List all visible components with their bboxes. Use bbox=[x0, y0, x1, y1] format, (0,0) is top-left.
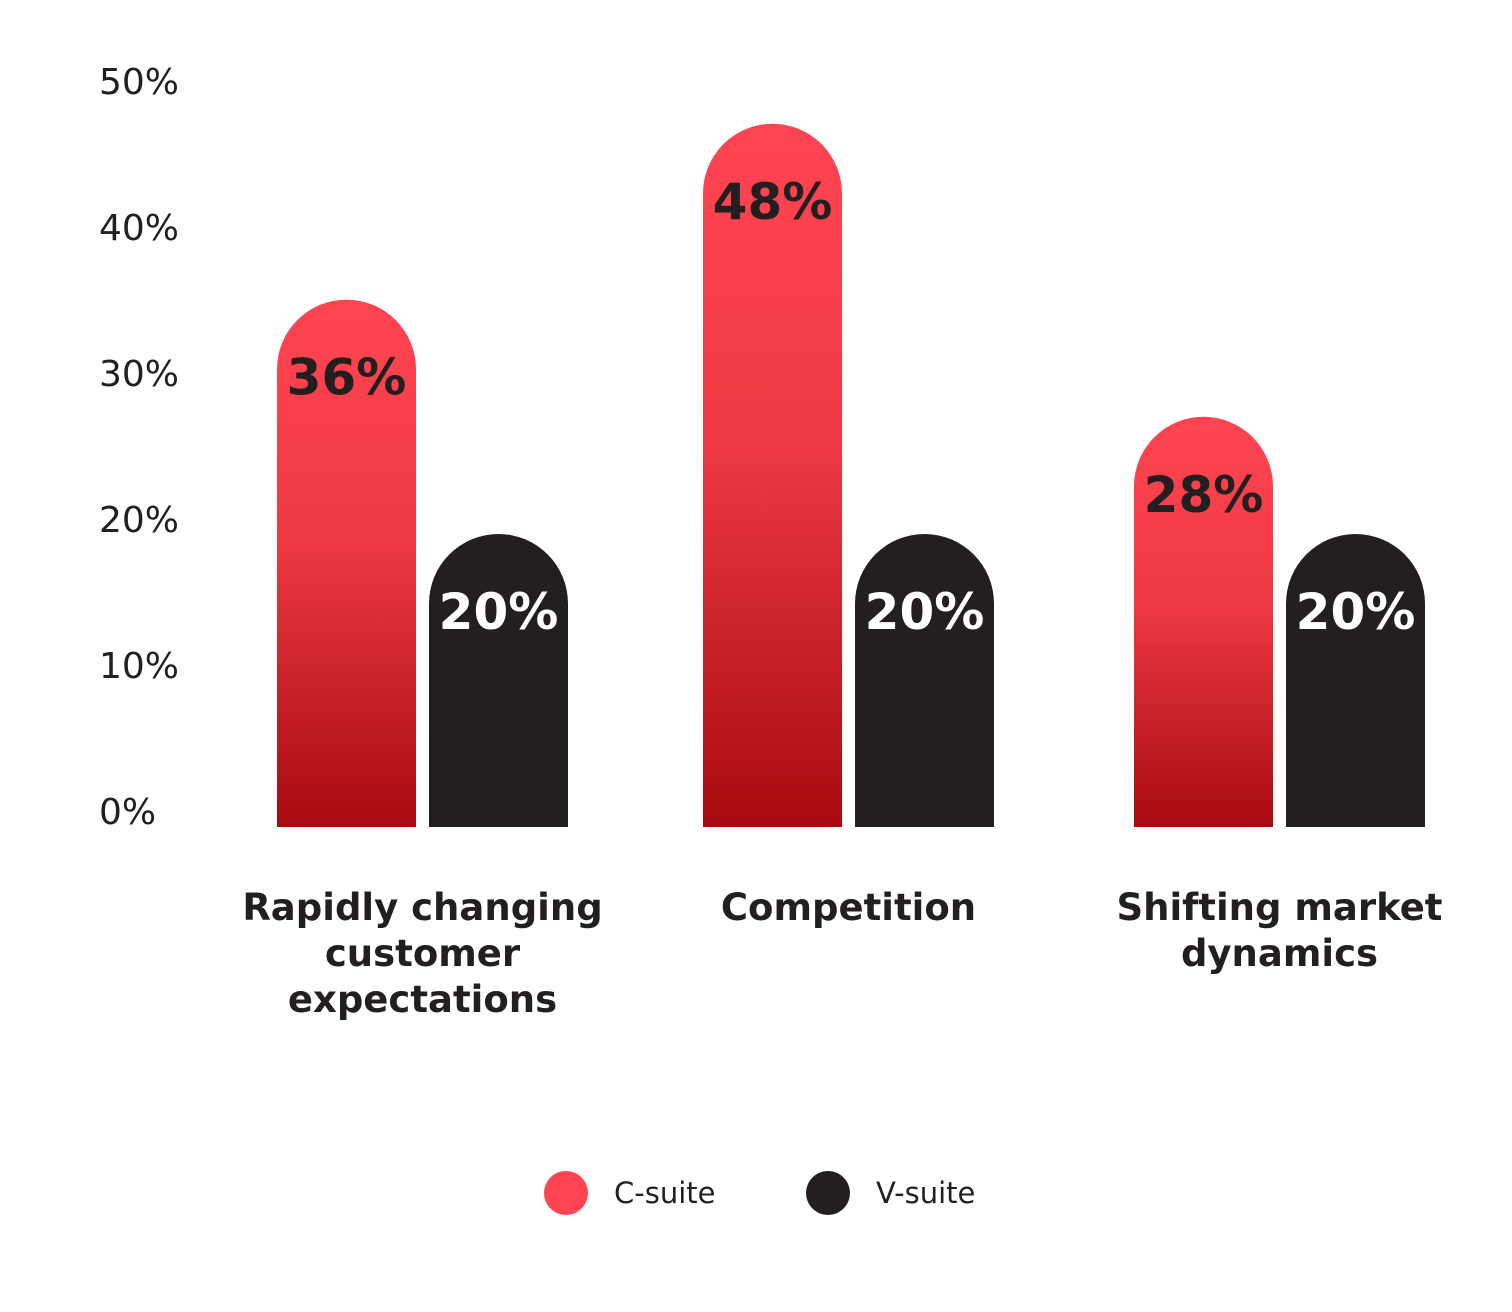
bar-v-suite bbox=[1286, 534, 1425, 827]
category-labels: Rapidly changing customer expectations Comp… bbox=[242, 886, 1442, 1021]
data-label: 20% bbox=[1296, 583, 1416, 641]
y-axis: 0% 10% 20% 30% 40% 50% bbox=[99, 62, 179, 833]
y-tick-label: 10% bbox=[99, 646, 179, 687]
data-label: 20% bbox=[439, 583, 559, 641]
bars: 36% 48% 28% 20% 20% 20% bbox=[277, 123, 1425, 828]
category-label: Rapidly changing customer expectations bbox=[242, 886, 602, 1021]
legend-label: C-suite bbox=[614, 1176, 715, 1210]
data-label: 28% bbox=[1144, 466, 1264, 524]
data-label: 48% bbox=[713, 173, 833, 231]
bar-v-suite bbox=[855, 534, 994, 827]
bar-c-suite bbox=[1134, 416, 1273, 827]
data-label: 20% bbox=[865, 583, 985, 641]
category-label: Competition bbox=[721, 886, 976, 929]
y-tick-label: 0% bbox=[99, 792, 156, 833]
y-tick-label: 50% bbox=[99, 62, 179, 103]
bar-c-suite bbox=[703, 123, 842, 828]
legend-swatch-v-suite bbox=[806, 1171, 850, 1215]
bar-c-suite bbox=[277, 299, 416, 828]
y-tick-label: 40% bbox=[99, 208, 179, 249]
bar-v-suite bbox=[429, 534, 568, 827]
y-tick-label: 30% bbox=[99, 354, 179, 395]
data-label: 36% bbox=[287, 349, 407, 407]
y-tick-label: 20% bbox=[99, 500, 179, 541]
legend: C-suite V-suite bbox=[544, 1171, 975, 1215]
category-label: Shifting market dynamics bbox=[1116, 886, 1442, 975]
legend-swatch-c-suite bbox=[544, 1171, 588, 1215]
legend-label: V-suite bbox=[876, 1176, 975, 1210]
